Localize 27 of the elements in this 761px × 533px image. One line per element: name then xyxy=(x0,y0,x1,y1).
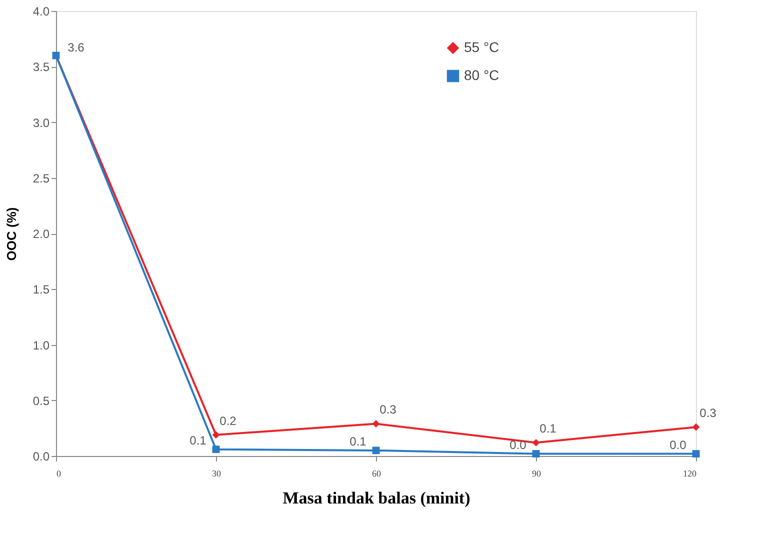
data-label: 0.2 xyxy=(220,414,237,428)
data-label: 0.0 xyxy=(510,438,527,452)
y-tick-label: 1.0 xyxy=(32,338,50,352)
y-tick-label: 0.5 xyxy=(32,394,50,408)
y-tick-label: 3.5 xyxy=(32,60,50,74)
y-tick-label: 4.0 xyxy=(32,4,50,18)
data-label: 0.1 xyxy=(190,433,207,448)
y-tick-label: 3.0 xyxy=(32,116,50,130)
y-tick-label: 0.0 xyxy=(32,450,50,464)
x-tick-label: 90 xyxy=(532,468,542,478)
data-label: 0.1 xyxy=(540,422,557,436)
legend-label: 55 °C xyxy=(464,39,500,55)
legend-label: 80 °C xyxy=(464,67,500,83)
x-tick-label: 120 xyxy=(683,468,697,478)
x-tick-label: 0 xyxy=(56,468,62,478)
data-label: 0.1 xyxy=(350,434,367,448)
data-label: 0.3 xyxy=(380,402,397,417)
x-axis-title: Masa tindak balas (minit) xyxy=(282,488,470,508)
x-tick-label: 60 xyxy=(372,468,382,478)
x-tick-label: 30 xyxy=(212,468,222,478)
y-tick-label: 2.5 xyxy=(32,171,50,186)
y-tick-label: 2.0 xyxy=(32,227,50,241)
y-tick-label: 1.5 xyxy=(32,282,50,297)
data-label: 3.6 xyxy=(68,40,85,54)
data-label: 0.3 xyxy=(700,406,717,420)
data-label: 0.0 xyxy=(670,438,687,452)
y-axis-title: OOC (%) xyxy=(4,207,19,261)
